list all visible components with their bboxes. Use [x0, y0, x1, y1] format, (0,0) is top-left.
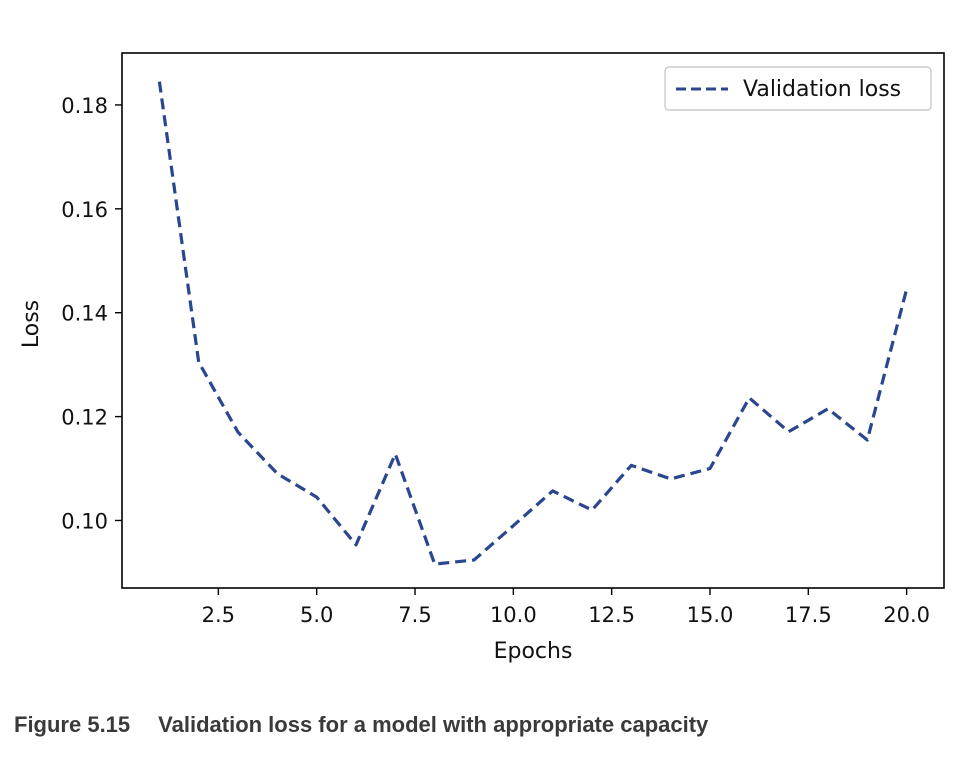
figure-caption: Figure 5.15 Validation loss for a model w… — [14, 712, 708, 738]
x-tick-label: 10.0 — [490, 603, 537, 627]
caption-text: Validation loss for a model with appropr… — [158, 712, 709, 737]
x-tick-label: 5.0 — [300, 603, 333, 627]
x-tick-label: 12.5 — [588, 603, 635, 627]
x-tick-label: 2.5 — [202, 603, 235, 627]
y-axis-label: Loss — [19, 300, 44, 348]
y-tick-label: 0.14 — [61, 302, 108, 326]
y-tick-label: 0.10 — [61, 509, 108, 533]
figure-number: Figure 5.15 — [14, 712, 131, 737]
x-axis: 2.5 5.0 7.5 10.0 12.5 15.0 17.5 20.0 — [202, 588, 930, 627]
legend-box — [664, 66, 932, 111]
y-tick-label: 0.18 — [61, 94, 108, 118]
x-tick-label: 20.0 — [883, 603, 930, 627]
legend: Validation loss — [664, 66, 932, 111]
x-tick-label: 17.5 — [785, 603, 832, 627]
series-line-validation-loss — [157, 81, 909, 566]
x-tick-label: 15.0 — [687, 603, 734, 627]
series-lines — [157, 81, 909, 566]
x-axis-label: Epochs — [494, 639, 573, 664]
plot-area — [121, 52, 945, 589]
line-chart: 2.5 5.0 7.5 10.0 12.5 15.0 17.5 20.0 0.100.120.… — [19, 52, 945, 664]
legend-label-validation-loss: Validation loss — [743, 77, 901, 102]
y-tick-label: 0.16 — [61, 198, 108, 222]
y-axis: 0.10 0.12 0.14 0.16 0.18 — [61, 94, 122, 533]
y-tick-label: 0.12 — [61, 406, 108, 430]
x-tick-label: 7.5 — [398, 603, 431, 627]
